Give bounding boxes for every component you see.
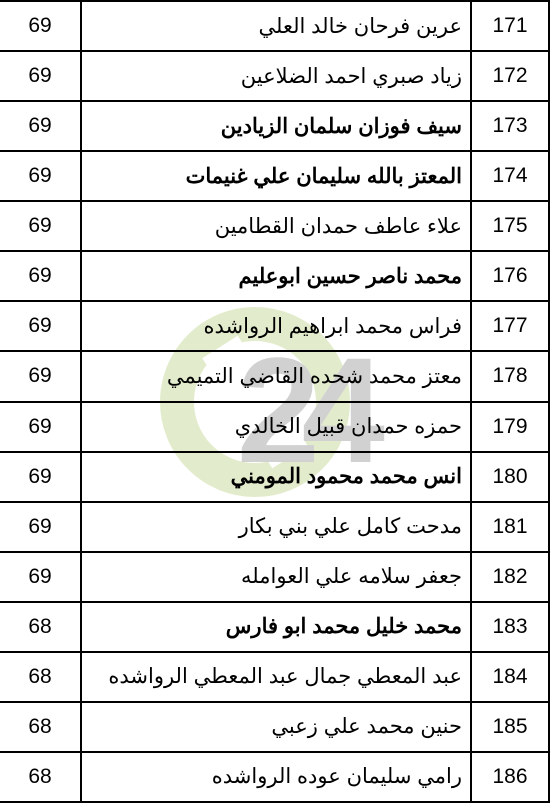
row-number: 173 xyxy=(471,101,549,151)
row-score: 69 xyxy=(0,452,81,502)
row-score: 69 xyxy=(0,101,81,151)
row-name: زياد صبري احمد الضلاعين xyxy=(81,51,471,101)
row-number: 178 xyxy=(471,351,549,401)
row-name: فراس محمد ابراهيم الرواشده xyxy=(81,301,471,351)
row-number: 175 xyxy=(471,201,549,251)
row-score: 69 xyxy=(0,301,81,351)
row-score: 69 xyxy=(0,402,81,452)
row-name: محمد خليل محمد ابو فارس xyxy=(81,602,471,652)
row-name: علاء عاطف حمدان القطامين xyxy=(81,201,471,251)
table-row: 184عبد المعطي جمال عبد المعطي الرواشده68 xyxy=(0,652,549,702)
row-name: حنين محمد علي زعبي xyxy=(81,702,471,752)
row-number: 180 xyxy=(471,452,549,502)
row-number: 181 xyxy=(471,502,549,552)
table-row: 179حمزه حمدان قبيل الخالدي69 xyxy=(0,402,549,452)
row-number: 179 xyxy=(471,402,549,452)
row-score: 69 xyxy=(0,1,81,51)
row-name: جعفر سلامه علي العوامله xyxy=(81,552,471,602)
row-number: 172 xyxy=(471,51,549,101)
row-number: 183 xyxy=(471,602,549,652)
table-row: 176محمد ناصر حسين ابوعليم69 xyxy=(0,251,549,301)
row-score: 68 xyxy=(0,602,81,652)
row-number: 177 xyxy=(471,301,549,351)
row-name: المعتز بالله سليمان علي غنيمات xyxy=(81,151,471,201)
table-row: 178معتز محمد شحده القاضي التميمي69 xyxy=(0,351,549,401)
row-name: معتز محمد شحده القاضي التميمي xyxy=(81,351,471,401)
names-table: 171عرين فرحان خالد العلي69172زياد صبري ا… xyxy=(0,0,550,803)
row-number: 174 xyxy=(471,151,549,201)
row-score: 69 xyxy=(0,201,81,251)
table-row: 180انس محمد محمود المومني69 xyxy=(0,452,549,502)
row-number: 182 xyxy=(471,552,549,602)
table-row: 185حنين محمد علي زعبي68 xyxy=(0,702,549,752)
row-score: 69 xyxy=(0,351,81,401)
row-name: عرين فرحان خالد العلي xyxy=(81,1,471,51)
row-number: 184 xyxy=(471,652,549,702)
table-row: 186رامي سليمان عوده الرواشده68 xyxy=(0,752,549,802)
table-row: 183محمد خليل محمد ابو فارس68 xyxy=(0,602,549,652)
row-score: 69 xyxy=(0,502,81,552)
table-row: 177فراس محمد ابراهيم الرواشده69 xyxy=(0,301,549,351)
row-score: 69 xyxy=(0,51,81,101)
row-score: 68 xyxy=(0,702,81,752)
row-number: 186 xyxy=(471,752,549,802)
table-row: 181مدحت كامل علي بني بكار69 xyxy=(0,502,549,552)
table-row: 172زياد صبري احمد الضلاعين69 xyxy=(0,51,549,101)
row-score: 68 xyxy=(0,652,81,702)
table-row: 173سيف فوزان سلمان الزيادين69 xyxy=(0,101,549,151)
row-score: 68 xyxy=(0,752,81,802)
row-name: مدحت كامل علي بني بكار xyxy=(81,502,471,552)
row-name: حمزه حمدان قبيل الخالدي xyxy=(81,402,471,452)
table-row: 171عرين فرحان خالد العلي69 xyxy=(0,1,549,51)
row-name: انس محمد محمود المومني xyxy=(81,452,471,502)
row-score: 69 xyxy=(0,251,81,301)
table-row: 175علاء عاطف حمدان القطامين69 xyxy=(0,201,549,251)
row-name: سيف فوزان سلمان الزيادين xyxy=(81,101,471,151)
row-score: 69 xyxy=(0,151,81,201)
row-number: 185 xyxy=(471,702,549,752)
row-name: محمد ناصر حسين ابوعليم xyxy=(81,251,471,301)
table-row: 174المعتز بالله سليمان علي غنيمات69 xyxy=(0,151,549,201)
row-score: 69 xyxy=(0,552,81,602)
row-name: رامي سليمان عوده الرواشده xyxy=(81,752,471,802)
row-number: 171 xyxy=(471,1,549,51)
row-number: 176 xyxy=(471,251,549,301)
row-name: عبد المعطي جمال عبد المعطي الرواشده xyxy=(81,652,471,702)
table-row: 182جعفر سلامه علي العوامله69 xyxy=(0,552,549,602)
